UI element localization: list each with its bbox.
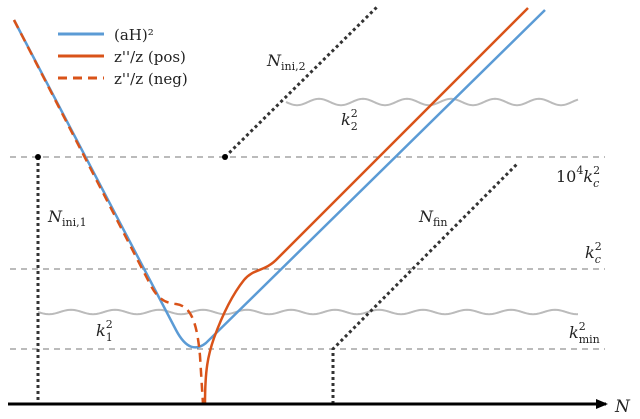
legend-label-z-neg: z''/z (neg) (114, 70, 188, 88)
z-neg-curve (12, 19, 205, 405)
level-high-label: 104k2 c (556, 164, 600, 190)
aH-squared-curve (12, 9, 546, 349)
n-ini-1-label: Nini,1 (47, 207, 87, 229)
n-ini-2-label: Nini,2 (266, 51, 306, 73)
level-mid-label: k2 c (585, 240, 602, 266)
n-ini-2-dot (222, 154, 228, 160)
legend-label-aH: (aH)² (114, 26, 154, 44)
k2-squared-label: k2 2 (341, 107, 358, 133)
n-ini-1-dot (35, 154, 41, 160)
k1-wavy-line (37, 308, 579, 316)
n-ini-2-guide (223, 4, 380, 159)
legend: (aH)² z''/z (pos) z''/z (neg) (58, 26, 188, 88)
n-axis-label: N (614, 397, 631, 417)
legend-label-z-pos: z''/z (pos) (114, 48, 186, 66)
level-low-label: k2 min (569, 320, 600, 346)
n-fin-guide (331, 161, 520, 404)
k1-squared-label: k2 1 (96, 318, 113, 344)
n-fin-label: Nfin (418, 207, 447, 229)
z-pos-curve (203, 7, 529, 405)
